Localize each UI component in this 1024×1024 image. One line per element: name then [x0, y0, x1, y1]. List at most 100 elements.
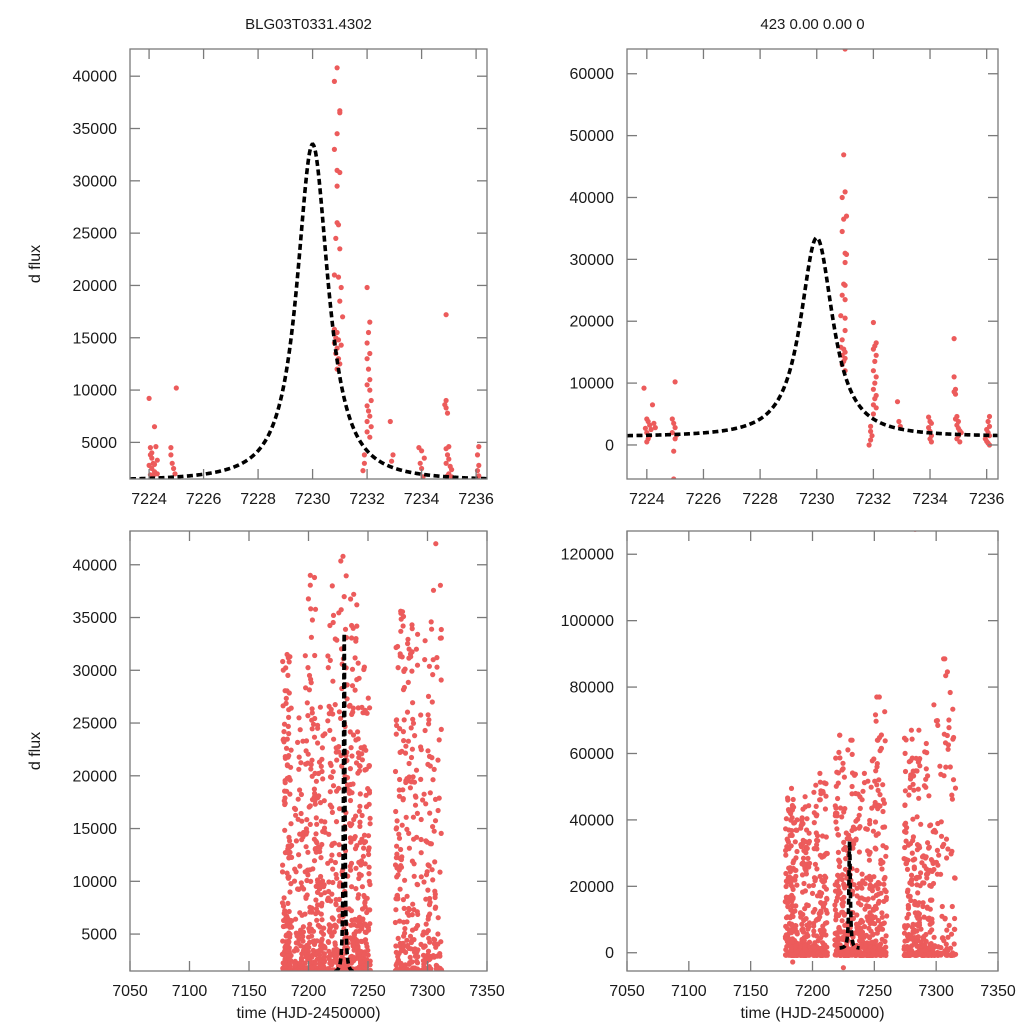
data-point: [423, 872, 430, 878]
data-point: [305, 713, 311, 719]
data-point: [435, 915, 441, 921]
data-point: [356, 875, 362, 882]
data-point: [406, 912, 412, 918]
data-point: [860, 788, 866, 794]
data-point: [419, 448, 425, 454]
data-point: [823, 834, 829, 840]
data-point: [870, 346, 877, 352]
data-point: [854, 912, 860, 918]
data-point: [802, 794, 808, 800]
data-point: [923, 776, 929, 782]
data-point: [789, 884, 795, 890]
data-point: [927, 823, 933, 829]
data-point: [822, 873, 828, 879]
data-point: [839, 872, 846, 878]
data-point: [841, 894, 847, 900]
data-point: [944, 948, 951, 954]
data-point: [919, 860, 925, 866]
data-point: [902, 844, 908, 851]
data-point: [790, 959, 796, 965]
data-point: [792, 820, 798, 826]
data-point: [819, 854, 825, 860]
data-point: [811, 820, 817, 826]
data-point: [295, 796, 301, 802]
data-point: [861, 896, 867, 902]
data-point: [302, 869, 308, 875]
data-point: [312, 652, 318, 659]
y-tick-label: 10000: [73, 383, 118, 400]
data-point: [319, 917, 325, 923]
data-point: [431, 828, 437, 834]
panel-bottom-right: time (HJD-2450000) 7050 7100 7150 7200 7250 73…: [561, 530, 1016, 1022]
data-point: [349, 635, 355, 641]
data-point: [814, 866, 820, 872]
data-point: [353, 886, 359, 892]
data-point: [866, 442, 872, 448]
data-point: [348, 596, 354, 602]
data-point: [352, 655, 358, 661]
data-point: [793, 930, 800, 936]
data-point: [870, 411, 877, 417]
data-point: [413, 794, 419, 800]
data-point: [401, 905, 407, 912]
data-point: [476, 473, 482, 479]
data-point: [903, 860, 910, 867]
data-point: [878, 857, 884, 863]
data-point: [931, 934, 937, 940]
data-point: [282, 795, 288, 801]
data-point: [855, 900, 862, 906]
data-point: [358, 745, 364, 751]
data-point: [800, 837, 806, 844]
data-point: [842, 259, 848, 266]
data-point: [366, 864, 372, 870]
data-point: [406, 845, 412, 851]
data-point: [366, 851, 372, 858]
data-point: [788, 880, 794, 886]
data-point: [881, 881, 887, 887]
data-point: [642, 425, 649, 431]
data-point: [943, 764, 949, 770]
data-point: [916, 920, 923, 926]
data-point: [285, 875, 291, 881]
data-point: [430, 672, 436, 678]
data-point: [894, 399, 901, 405]
data-point: [800, 855, 807, 861]
y-tick-label: 50000: [570, 128, 615, 145]
x-axis-label: time (HJD-2450000): [740, 1005, 884, 1022]
data-point: [986, 413, 993, 420]
data-point: [169, 460, 175, 466]
data-point: [364, 429, 370, 435]
data-point: [318, 964, 324, 970]
data-point: [332, 942, 338, 948]
data-point: [902, 750, 908, 757]
data-point: [797, 910, 804, 916]
data-point: [856, 825, 862, 831]
data-point: [418, 850, 424, 856]
data-point: [312, 606, 319, 612]
data-point: [309, 773, 315, 779]
data-point: [427, 790, 433, 796]
data-point: [415, 954, 421, 960]
data-point: [882, 709, 888, 715]
data-point: [365, 947, 371, 953]
data-point: [837, 876, 843, 882]
data-point: [939, 903, 945, 910]
data-point: [810, 909, 816, 915]
data-point: [285, 723, 291, 730]
data-point: [307, 867, 313, 873]
data-point: [296, 886, 302, 893]
data-point: [350, 954, 356, 960]
data-point: [869, 433, 875, 439]
data-point: [867, 817, 873, 824]
data-point: [338, 284, 344, 291]
data-point: [813, 917, 819, 923]
data-point: [356, 871, 362, 877]
x-tick-label: 7230: [295, 491, 331, 508]
data-point: [917, 756, 923, 762]
data-point: [909, 943, 915, 949]
data-point: [925, 840, 931, 846]
data-point: [286, 659, 292, 665]
data-point: [297, 831, 303, 837]
data-point: [806, 939, 813, 945]
data-point: [307, 572, 313, 578]
